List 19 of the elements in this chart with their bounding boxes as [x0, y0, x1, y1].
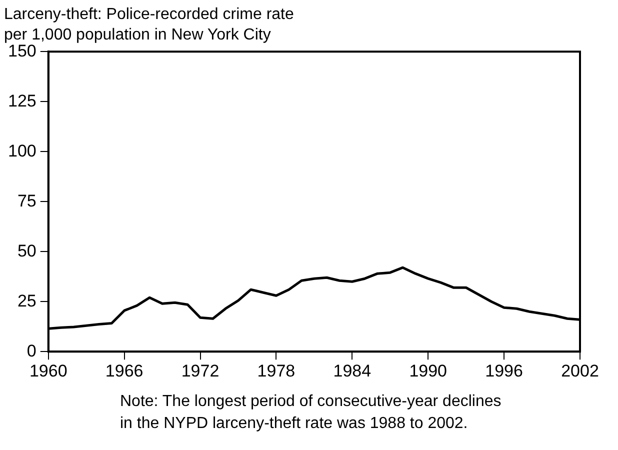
x-tick-label: 1990: [409, 361, 448, 380]
y-tick-label: 75: [17, 191, 36, 210]
y-tick-label: 25: [17, 291, 36, 310]
x-tick-label: 1960: [29, 361, 68, 380]
y-tick-label: 50: [17, 241, 36, 260]
x-tick-label: 1966: [105, 361, 144, 380]
y-tick-label: 150: [8, 41, 36, 60]
y-tick-label: 0: [26, 341, 36, 360]
x-tick-label: 1972: [181, 361, 220, 380]
y-tick-label: 100: [8, 141, 36, 160]
text: Larceny-theft: Police-recorded crime rate: [4, 6, 294, 23]
text: Note: The longest period of consecutive-year declines: [120, 393, 502, 410]
x-tick-label: 1984: [333, 361, 372, 380]
x-tick-label: 2002: [561, 361, 599, 380]
text: per 1,000 population in New York City: [4, 26, 271, 44]
text: in the NYPD larceny-theft rate was 1988 to 2002.: [120, 415, 468, 432]
x-tick-label: 1996: [485, 361, 523, 380]
y-tick-label: 125: [8, 91, 36, 110]
x-tick-label: 1978: [257, 361, 296, 380]
